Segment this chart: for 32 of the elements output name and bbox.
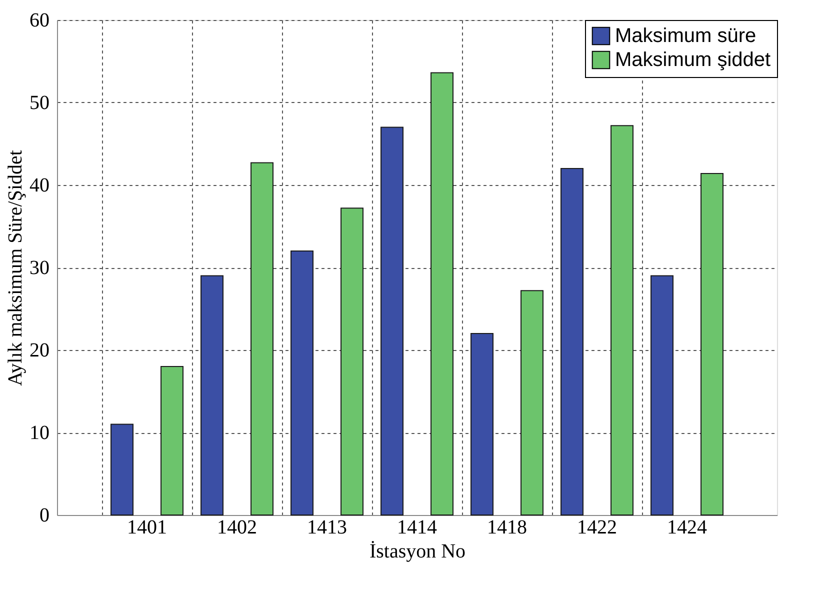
y-tick-label: 20 (30, 340, 50, 362)
bar (290, 250, 314, 516)
x-tick-label: 1402 (217, 516, 257, 538)
bar (160, 366, 184, 516)
x-tick-label: 1401 (127, 516, 167, 538)
y-axis-title: Aylık maksimum Süre/Şiddet (4, 150, 26, 386)
y-tick-label: 10 (30, 422, 50, 444)
bar (340, 208, 364, 516)
y-tick-label: 30 (30, 257, 50, 279)
bar (250, 162, 274, 516)
bar (520, 290, 544, 516)
bar (110, 424, 134, 516)
x-tick-label: 1418 (487, 516, 527, 538)
x-tick-label: 1422 (577, 516, 617, 538)
bar (700, 172, 724, 516)
bar (470, 333, 494, 516)
legend-label: Maksimum süre (615, 25, 756, 47)
x-axis-title: İstasyon No (369, 540, 466, 562)
bar (560, 168, 584, 516)
x-tick-label: 1424 (667, 516, 707, 538)
x-tick-label: 1413 (307, 516, 347, 538)
bar (610, 125, 634, 516)
y-tick-label: 40 (30, 174, 50, 196)
bar (200, 275, 224, 516)
bar (430, 72, 454, 516)
legend-label: Maksimum şiddet (615, 49, 772, 71)
y-tick-label: 60 (30, 10, 50, 32)
x-tick-label: 1414 (397, 516, 437, 538)
y-tick-label: 0 (40, 504, 50, 526)
bar (650, 275, 674, 516)
y-tick-label: 50 (30, 92, 50, 114)
bar (380, 126, 404, 516)
